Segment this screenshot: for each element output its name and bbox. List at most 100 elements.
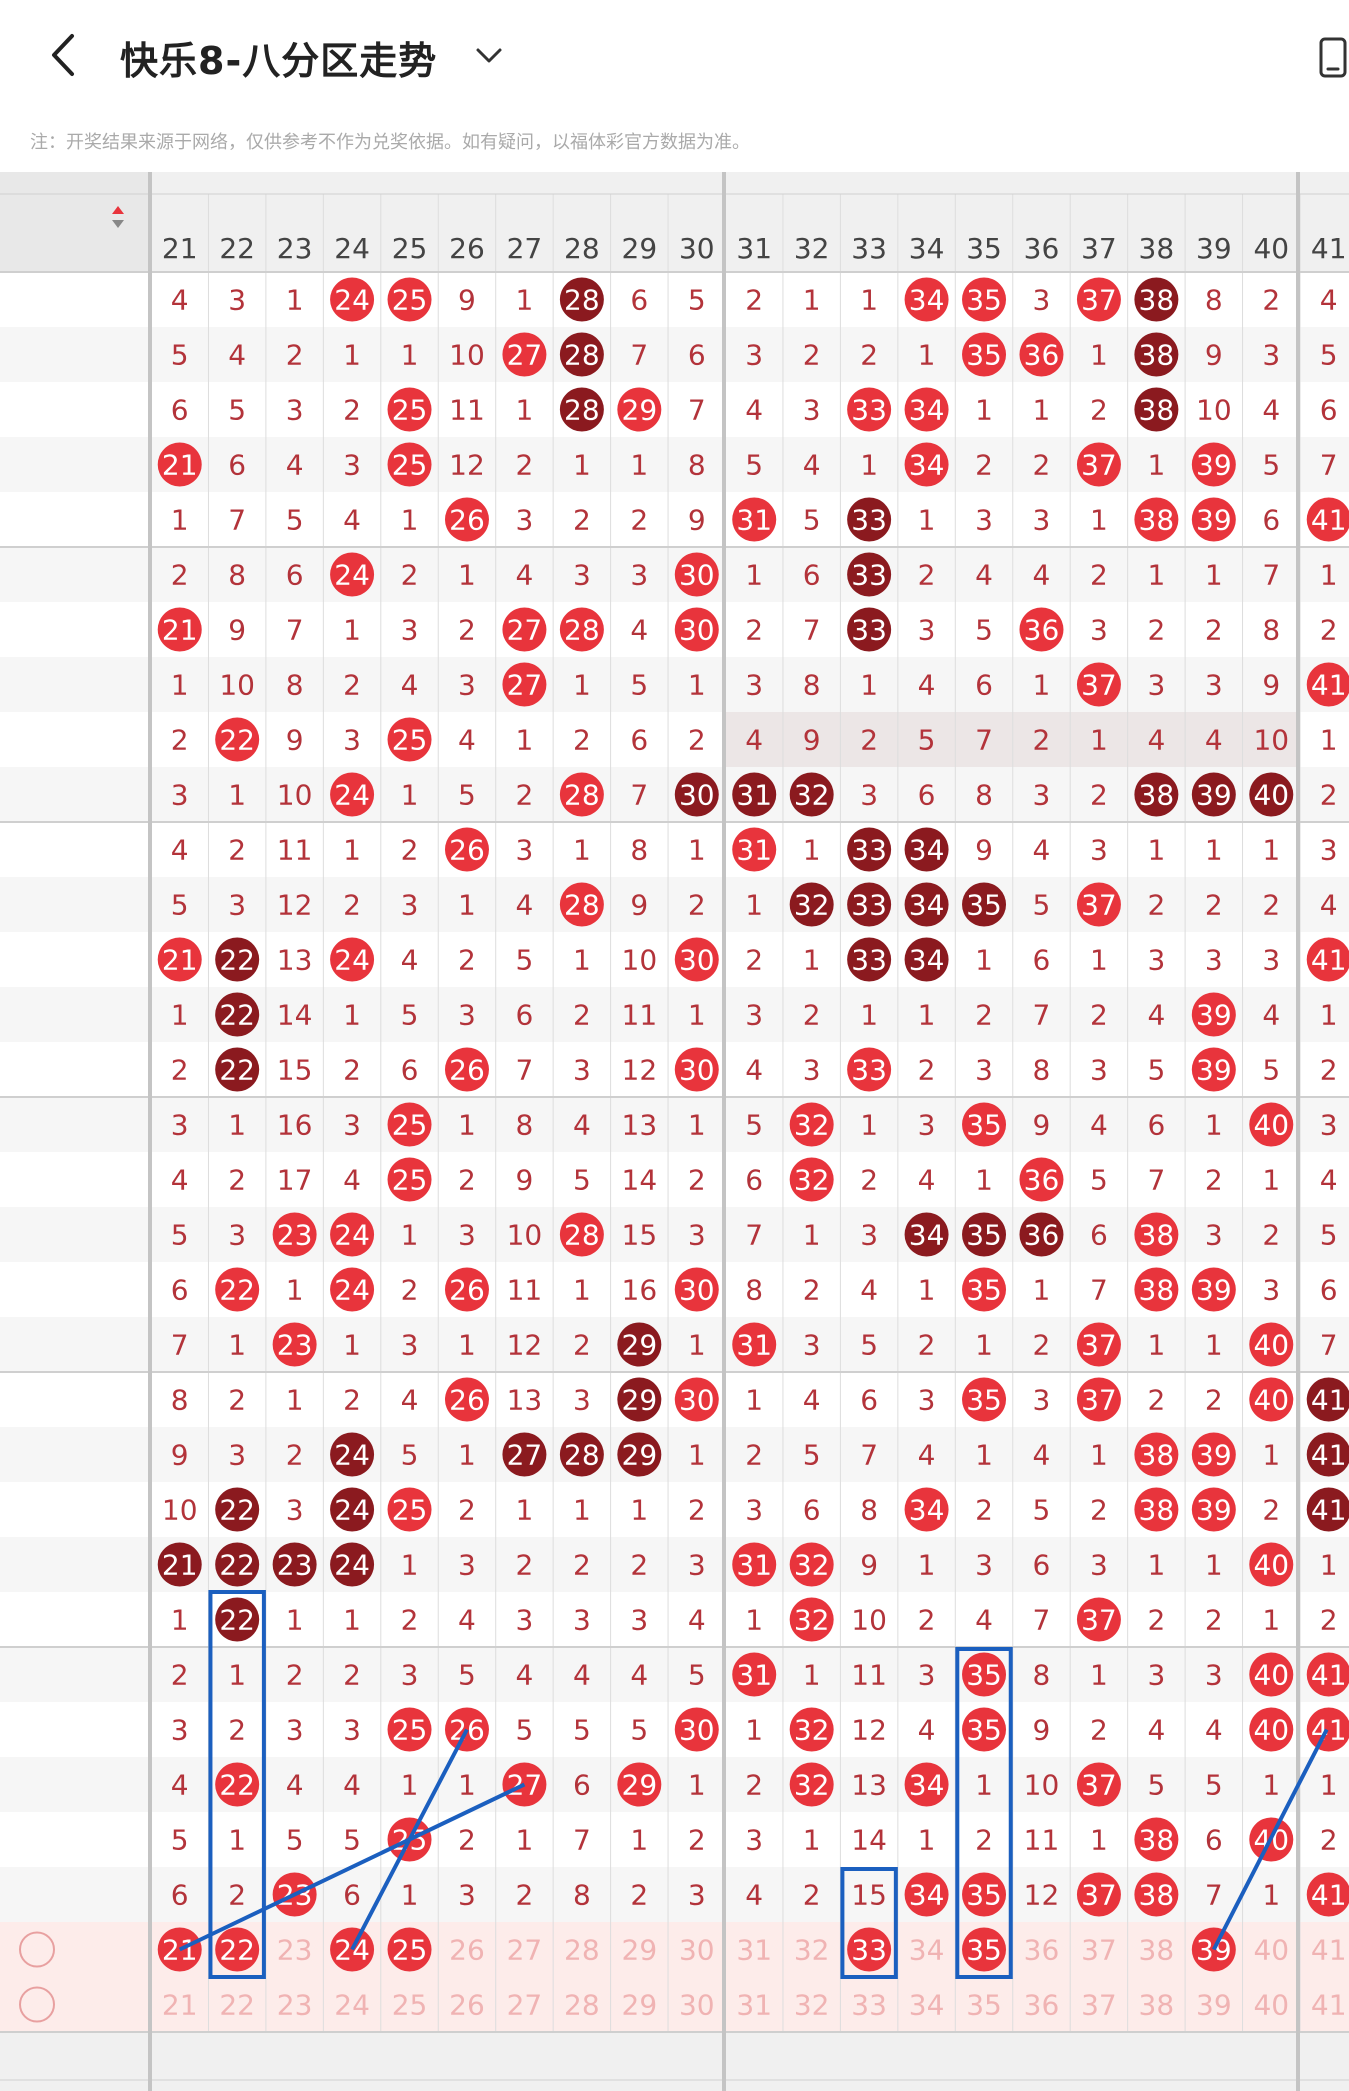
pick-number[interactable]: 39 xyxy=(1196,1989,1232,2022)
drawn-number: 27 xyxy=(507,339,543,372)
drawn-number: 21 xyxy=(162,1549,198,1582)
column-number-header: 32 xyxy=(794,232,830,265)
pick-number[interactable]: 23 xyxy=(277,1989,313,2022)
drawn-number: 22 xyxy=(219,1769,255,1802)
pick-number[interactable]: 22 xyxy=(219,1989,255,2022)
selected-number[interactable]: 21 xyxy=(162,1934,198,1967)
sort-down-icon[interactable] xyxy=(112,220,124,228)
drawn-number-ball xyxy=(1191,992,1236,1037)
miss-count: 1 xyxy=(1205,1109,1223,1142)
pick-number[interactable]: 26 xyxy=(449,1989,485,2022)
pick-number[interactable]: 21 xyxy=(162,1989,198,2022)
back-arrow-icon[interactable] xyxy=(40,30,90,80)
pick-number[interactable]: 35 xyxy=(966,1989,1002,2022)
selected-number-ball[interactable] xyxy=(387,1927,432,1972)
miss-count: 5 xyxy=(630,1714,648,1747)
selected-number[interactable]: 24 xyxy=(334,1934,370,1967)
pick-number[interactable]: 34 xyxy=(909,1934,945,1967)
miss-count: 7 xyxy=(1205,1879,1223,1912)
pick-number[interactable]: 29 xyxy=(622,1934,658,1967)
selected-number[interactable]: 39 xyxy=(1196,1934,1232,1967)
miss-count: 3 xyxy=(1090,1549,1108,1582)
miss-count: 1 xyxy=(171,669,189,702)
pick-number[interactable]: 41 xyxy=(1311,1989,1347,2022)
miss-count: 2 xyxy=(171,724,189,757)
miss-count: 4 xyxy=(918,1714,936,1747)
miss-count: 1 xyxy=(975,1329,993,1362)
miss-count: 1 xyxy=(1205,1549,1223,1582)
selected-number-ball[interactable] xyxy=(962,1927,1007,1972)
miss-count: 3 xyxy=(1033,504,1051,537)
miss-count: 4 xyxy=(401,669,419,702)
selected-number[interactable]: 35 xyxy=(966,1934,1002,1967)
pick-number[interactable]: 41 xyxy=(1311,1934,1347,1967)
miss-count: 3 xyxy=(630,1604,648,1637)
pick-number[interactable]: 40 xyxy=(1253,1989,1289,2022)
drawn-number-ball xyxy=(1249,772,1294,817)
miss-count: 2 xyxy=(573,1329,591,1362)
chevron-down-icon[interactable] xyxy=(472,40,506,70)
pick-number[interactable]: 30 xyxy=(679,1989,715,2022)
miss-count: 1 xyxy=(745,889,763,922)
pick-number[interactable]: 37 xyxy=(1081,1934,1117,1967)
miss-count: 4 xyxy=(1147,724,1165,757)
pick-number[interactable]: 31 xyxy=(736,1934,772,1967)
miss-count: 2 xyxy=(401,559,419,592)
miss-count: 2 xyxy=(630,1549,648,1582)
pick-number[interactable]: 32 xyxy=(794,1989,830,2022)
pick-number[interactable]: 38 xyxy=(1139,1934,1175,1967)
selected-number[interactable]: 22 xyxy=(219,1934,255,1967)
pick-number[interactable]: 30 xyxy=(679,1934,715,1967)
pick-number[interactable]: 23 xyxy=(277,1934,313,1967)
drawn-number-ball xyxy=(1076,1377,1121,1422)
pick-number[interactable]: 27 xyxy=(507,1934,543,1967)
pick-number[interactable]: 28 xyxy=(564,1989,600,2022)
drawn-number-ball xyxy=(904,1762,949,1807)
drawn-number-ball xyxy=(617,1762,662,1807)
annotation-box xyxy=(955,1647,1013,1979)
miss-count: 6 xyxy=(343,1879,361,1912)
pick-number[interactable]: 36 xyxy=(1024,1989,1060,2022)
pick-number[interactable]: 37 xyxy=(1081,1989,1117,2022)
pick-number[interactable]: 28 xyxy=(564,1934,600,1967)
pick-number[interactable]: 36 xyxy=(1024,1934,1060,1967)
selected-number-ball[interactable] xyxy=(215,1927,260,1972)
pick-number[interactable]: 40 xyxy=(1253,1934,1289,1967)
miss-count: 2 xyxy=(1090,559,1108,592)
pick-number[interactable]: 27 xyxy=(507,1989,543,2022)
miss-count: 2 xyxy=(688,1494,706,1527)
drawn-number: 24 xyxy=(334,559,370,592)
sort-up-icon[interactable] xyxy=(112,206,124,214)
selected-number[interactable]: 25 xyxy=(392,1934,428,1967)
pick-number[interactable]: 29 xyxy=(622,1989,658,2022)
pick-number[interactable]: 32 xyxy=(794,1934,830,1967)
pick-number[interactable]: 26 xyxy=(449,1934,485,1967)
column-number-header: 26 xyxy=(449,232,485,265)
pick-number[interactable]: 34 xyxy=(909,1989,945,2022)
miss-count: 1 xyxy=(1205,834,1223,867)
pick-number[interactable]: 31 xyxy=(736,1989,772,2022)
miss-count: 1 xyxy=(228,1824,246,1857)
selected-number-ball[interactable] xyxy=(847,1927,892,1972)
miss-count: 2 xyxy=(918,1329,936,1362)
drawn-number: 35 xyxy=(966,1879,1002,1912)
select-radio[interactable] xyxy=(19,1931,55,1968)
miss-count: 2 xyxy=(343,394,361,427)
miss-count: 2 xyxy=(1090,1714,1108,1747)
drawn-number: 38 xyxy=(1139,1879,1175,1912)
miss-count: 1 xyxy=(458,559,476,592)
miss-count: 1 xyxy=(975,1769,993,1802)
selected-number[interactable]: 33 xyxy=(851,1934,887,1967)
select-radio[interactable] xyxy=(19,1986,55,2023)
phone-icon[interactable] xyxy=(1318,36,1349,80)
drawn-number-ball xyxy=(1019,332,1064,377)
drawn-number-ball xyxy=(215,1267,260,1312)
pick-number[interactable]: 38 xyxy=(1139,1989,1175,2022)
pick-number[interactable]: 25 xyxy=(392,1989,428,2022)
pick-number[interactable]: 33 xyxy=(851,1989,887,2022)
miss-count: 4 xyxy=(975,559,993,592)
drawn-number-ball xyxy=(387,442,432,487)
miss-count: 3 xyxy=(1033,779,1051,812)
pick-number[interactable]: 24 xyxy=(334,1989,370,2022)
miss-count: 4 xyxy=(630,614,648,647)
